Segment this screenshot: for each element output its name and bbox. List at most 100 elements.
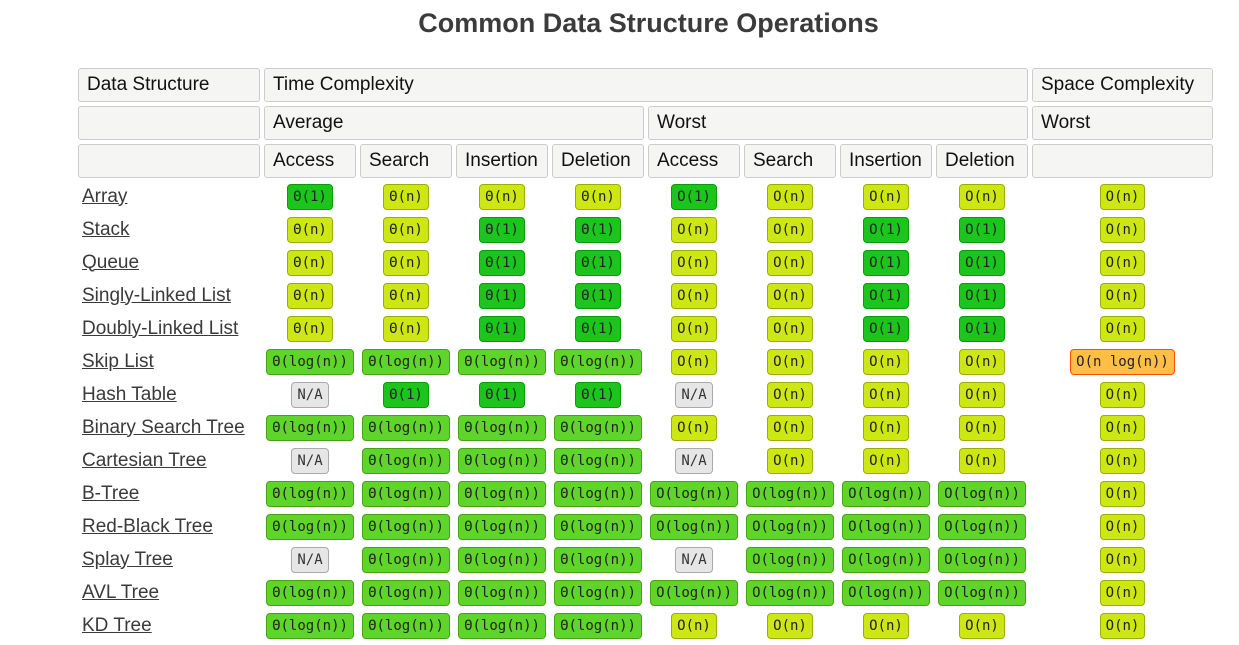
- table-row: B-Tree Θ(log(n)) Θ(log(n)) Θ(log(n)) Θ(log(n…: [78, 479, 1213, 508]
- data-structure-link[interactable]: Hash Table: [82, 383, 177, 405]
- complexity-badge: Θ(log(n)): [554, 513, 642, 540]
- complexity-cell: O(log(n)): [936, 578, 1028, 607]
- complexity-badge: Θ(log(n)): [554, 579, 642, 606]
- data-structure-cell: Binary Search Tree: [78, 413, 260, 442]
- header-avg-insertion: Insertion: [456, 144, 548, 178]
- data-structure-cell: Queue: [78, 248, 260, 277]
- complexity-badge: O(n): [767, 216, 813, 243]
- complexity-badge: N/A: [675, 381, 713, 408]
- complexity-cell: O(n): [840, 182, 932, 211]
- complexity-badge: Θ(log(n)): [554, 612, 642, 639]
- complexity-badge: Θ(log(n)): [362, 447, 450, 474]
- complexity-cell: Θ(1): [456, 380, 548, 409]
- complexity-cell: O(n): [1032, 446, 1213, 475]
- complexity-cell: O(n): [648, 281, 740, 310]
- data-structure-link[interactable]: Skip List: [82, 350, 154, 372]
- complexity-cell: Θ(log(n)): [552, 347, 644, 376]
- header-worst-insertion: Insertion: [840, 144, 932, 178]
- data-structure-link[interactable]: Doubly-Linked List: [82, 317, 239, 339]
- complexity-badge: O(log(n)): [746, 513, 834, 540]
- data-structure-link[interactable]: Binary Search Tree: [82, 416, 245, 438]
- complexity-badge: O(n): [1099, 249, 1146, 276]
- complexity-cell: Θ(log(n)): [552, 545, 644, 574]
- complexity-cell: N/A: [648, 446, 740, 475]
- complexity-badge: O(log(n)): [842, 546, 930, 573]
- data-structure-cell: Array: [78, 182, 260, 211]
- complexity-cell: O(n): [648, 314, 740, 343]
- complexity-cell: O(1): [840, 281, 932, 310]
- data-structure-link[interactable]: Queue: [82, 251, 140, 273]
- complexity-badge: Θ(log(n)): [362, 546, 450, 573]
- complexity-cell: Θ(n): [264, 215, 356, 244]
- header-avg-access: Access: [264, 144, 356, 178]
- complexity-cell: O(1): [936, 215, 1028, 244]
- data-structure-link[interactable]: Singly-Linked List: [82, 284, 231, 306]
- data-structure-link[interactable]: AVL Tree: [82, 581, 160, 603]
- complexity-badge: O(n): [767, 315, 813, 342]
- complexity-cell: O(log(n)): [936, 512, 1028, 541]
- table-row: Cartesian Tree N/A Θ(log(n)) Θ(log(n)) Θ(log…: [78, 446, 1213, 475]
- complexity-badge: O(log(n)): [938, 513, 1026, 540]
- table-row: Skip List Θ(log(n)) Θ(log(n)) Θ(log(n)) Θ(lo…: [78, 347, 1213, 376]
- complexity-badge: Θ(1): [479, 381, 525, 408]
- complexity-cell: O(log(n)): [744, 578, 836, 607]
- complexity-cell: Θ(log(n)): [360, 545, 452, 574]
- complexity-badge: Θ(n): [287, 315, 333, 342]
- page-title: Common Data Structure Operations: [418, 8, 879, 38]
- complexity-cell: O(n): [936, 413, 1028, 442]
- complexity-cell: O(n): [840, 413, 932, 442]
- complexity-badge: O(n): [767, 348, 813, 375]
- complexity-cell: N/A: [264, 446, 356, 475]
- complexity-badge: Θ(log(n)): [554, 348, 642, 375]
- complexity-badge: O(1): [863, 282, 909, 309]
- complexity-cell: O(n): [744, 347, 836, 376]
- complexity-badge: Θ(log(n)): [266, 414, 354, 441]
- header-time-complexity: Time Complexity: [264, 68, 1028, 102]
- table-row: Queue Θ(n) Θ(n) Θ(1) Θ(1) O(n) O(n) O(1) O(1) O(n…: [78, 248, 1213, 277]
- complexity-badge: Θ(1): [479, 249, 525, 276]
- complexity-cell: O(n): [1032, 413, 1213, 442]
- table-header: Data Structure Time Complexity Space Com…: [78, 68, 1213, 178]
- complexity-cell: Θ(log(n)): [456, 446, 548, 475]
- complexity-badge: Θ(log(n)): [362, 612, 450, 639]
- complexity-badge: O(n): [863, 348, 909, 375]
- complexity-cell: O(1): [936, 314, 1028, 343]
- table-row: AVL Tree Θ(log(n)) Θ(log(n)) Θ(log(n)) Θ(log…: [78, 578, 1213, 607]
- complexity-badge: Θ(log(n)): [362, 480, 450, 507]
- header-data-structure: Data Structure: [78, 68, 260, 102]
- data-structure-link[interactable]: Splay Tree: [82, 548, 173, 570]
- complexity-cell: Θ(1): [456, 248, 548, 277]
- complexity-badge: N/A: [675, 546, 713, 573]
- complexity-cell: Θ(n): [360, 215, 452, 244]
- complexity-badge: Θ(log(n)): [458, 612, 546, 639]
- data-structure-link[interactable]: Red-Black Tree: [82, 515, 213, 537]
- complexity-badge: O(log(n)): [938, 546, 1026, 573]
- complexity-badge: Θ(log(n)): [362, 414, 450, 441]
- complexity-cell: Θ(log(n)): [552, 512, 644, 541]
- complexity-cell: O(log(n)): [840, 545, 932, 574]
- complexity-cell: O(log(n)): [840, 512, 932, 541]
- complexity-cell: O(n): [744, 611, 836, 640]
- complexity-cell: O(n): [1032, 512, 1213, 541]
- complexity-badge: N/A: [291, 546, 329, 573]
- complexity-cell: N/A: [648, 380, 740, 409]
- data-structure-link[interactable]: Stack: [82, 218, 130, 240]
- data-structure-link[interactable]: KD Tree: [82, 614, 152, 636]
- complexity-cell: Θ(log(n)): [264, 611, 356, 640]
- data-structure-cell: Skip List: [78, 347, 260, 376]
- data-structure-link[interactable]: Array: [82, 185, 128, 207]
- complexity-badge: O(n): [671, 216, 717, 243]
- complexity-cell: Θ(log(n)): [456, 413, 548, 442]
- complexity-badge: Θ(n): [287, 249, 333, 276]
- complexity-cell: O(n): [1032, 611, 1213, 640]
- complexity-badge: O(n): [959, 348, 1005, 375]
- data-structure-link[interactable]: B-Tree: [82, 482, 140, 504]
- complexity-badge: O(log(n)): [842, 480, 930, 507]
- header-worst-deletion: Deletion: [936, 144, 1028, 178]
- data-structure-cell: Singly-Linked List: [78, 281, 260, 310]
- complexity-cell: Θ(log(n)): [456, 545, 548, 574]
- complexity-badge: O(log(n)): [650, 480, 738, 507]
- data-structure-link[interactable]: Cartesian Tree: [82, 449, 207, 471]
- complexity-badge: Θ(log(n)): [458, 348, 546, 375]
- complexity-cell: O(1): [840, 248, 932, 277]
